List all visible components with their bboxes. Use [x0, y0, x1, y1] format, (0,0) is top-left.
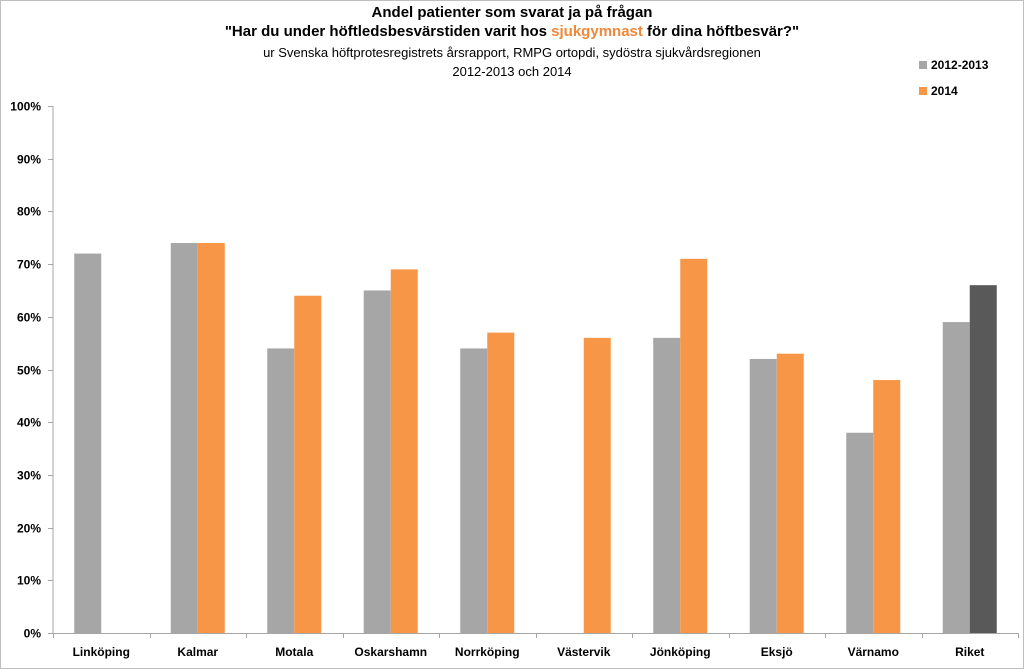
y-tick-label: 40% [17, 416, 41, 430]
bar-2014-Motala [294, 295, 322, 633]
bar-2014-Västervik [583, 337, 611, 633]
bar-2012-2013-Kalmar [170, 243, 198, 633]
chart-subtitle: ur Svenska höftprotesregistrets årsrappo… [263, 45, 761, 60]
bar-2014-Jönköping [680, 258, 708, 633]
x-tick-label: Oskarshamn [354, 645, 427, 659]
bar-2014-Kalmar [197, 243, 225, 633]
x-tick-label: Linköping [73, 645, 130, 659]
y-tick-label: 100% [10, 100, 41, 114]
y-tick-label: 50% [17, 364, 41, 378]
y-tick-label: 0% [24, 627, 42, 641]
chart-subtitle-years: 2012-2013 och 2014 [452, 64, 572, 79]
bar-2012-2013-Jönköping [653, 337, 681, 633]
x-tick-label: Norrköping [455, 645, 520, 659]
bar-2012-2013-Norrköping [460, 348, 488, 633]
x-tick-label: Eksjö [761, 645, 793, 659]
y-tick-label: 10% [17, 574, 41, 588]
legend-swatch-2012-2013 [919, 61, 927, 69]
chart-title: Andel patienter som svarat ja på frågan [371, 4, 653, 21]
legend-label-2014: 2014 [931, 84, 958, 98]
y-tick-label: 60% [17, 311, 41, 325]
bar-2012-2013-Linköping [74, 253, 102, 633]
question-suffix: för dina höftbesvär?" [642, 23, 800, 40]
x-tick-label: Motala [275, 645, 313, 659]
x-tick-label: Värnamo [848, 645, 899, 659]
x-tick-label: Jönköping [650, 645, 711, 659]
bar-2012-2013-Värnamo [846, 432, 874, 633]
bar-2012-2013-Riket [942, 322, 970, 633]
legend-item-2014: 2014 [919, 78, 988, 104]
legend-item-2012-2013: 2012-2013 [919, 52, 988, 78]
question-highlight: sjukgymnast [551, 23, 643, 40]
bar-2012-2013-Motala [267, 348, 295, 633]
x-tick-label: Kalmar [177, 645, 218, 659]
bar-2014-Riket [969, 285, 997, 633]
bar-2014-Oskarshamn [390, 269, 418, 633]
y-tick-label: 20% [17, 522, 41, 536]
y-tick-label: 30% [17, 469, 41, 483]
x-tick-label: Riket [955, 645, 984, 659]
x-tick-label: Västervik [557, 645, 611, 659]
bar-2012-2013-Oskarshamn [363, 290, 391, 633]
legend-swatch-2014 [919, 87, 927, 95]
y-tick-label: 70% [17, 258, 41, 272]
bar-2014-Eksjö [776, 353, 804, 633]
chart-question: "Har du under höftledsbesvärstiden varit… [0, 23, 1024, 40]
legend-label-2012-2013: 2012-2013 [931, 58, 989, 72]
bar-2014-Värnamo [873, 380, 901, 633]
y-tick-label: 90% [17, 153, 41, 167]
y-tick-label: 80% [17, 205, 41, 219]
bar-2014-Norrköping [487, 332, 515, 633]
legend: 2012-2013 2014 [919, 52, 988, 104]
question-prefix: "Har du under höftledsbesvärstiden varit… [224, 23, 552, 40]
bar-2012-2013-Eksjö [749, 358, 777, 633]
